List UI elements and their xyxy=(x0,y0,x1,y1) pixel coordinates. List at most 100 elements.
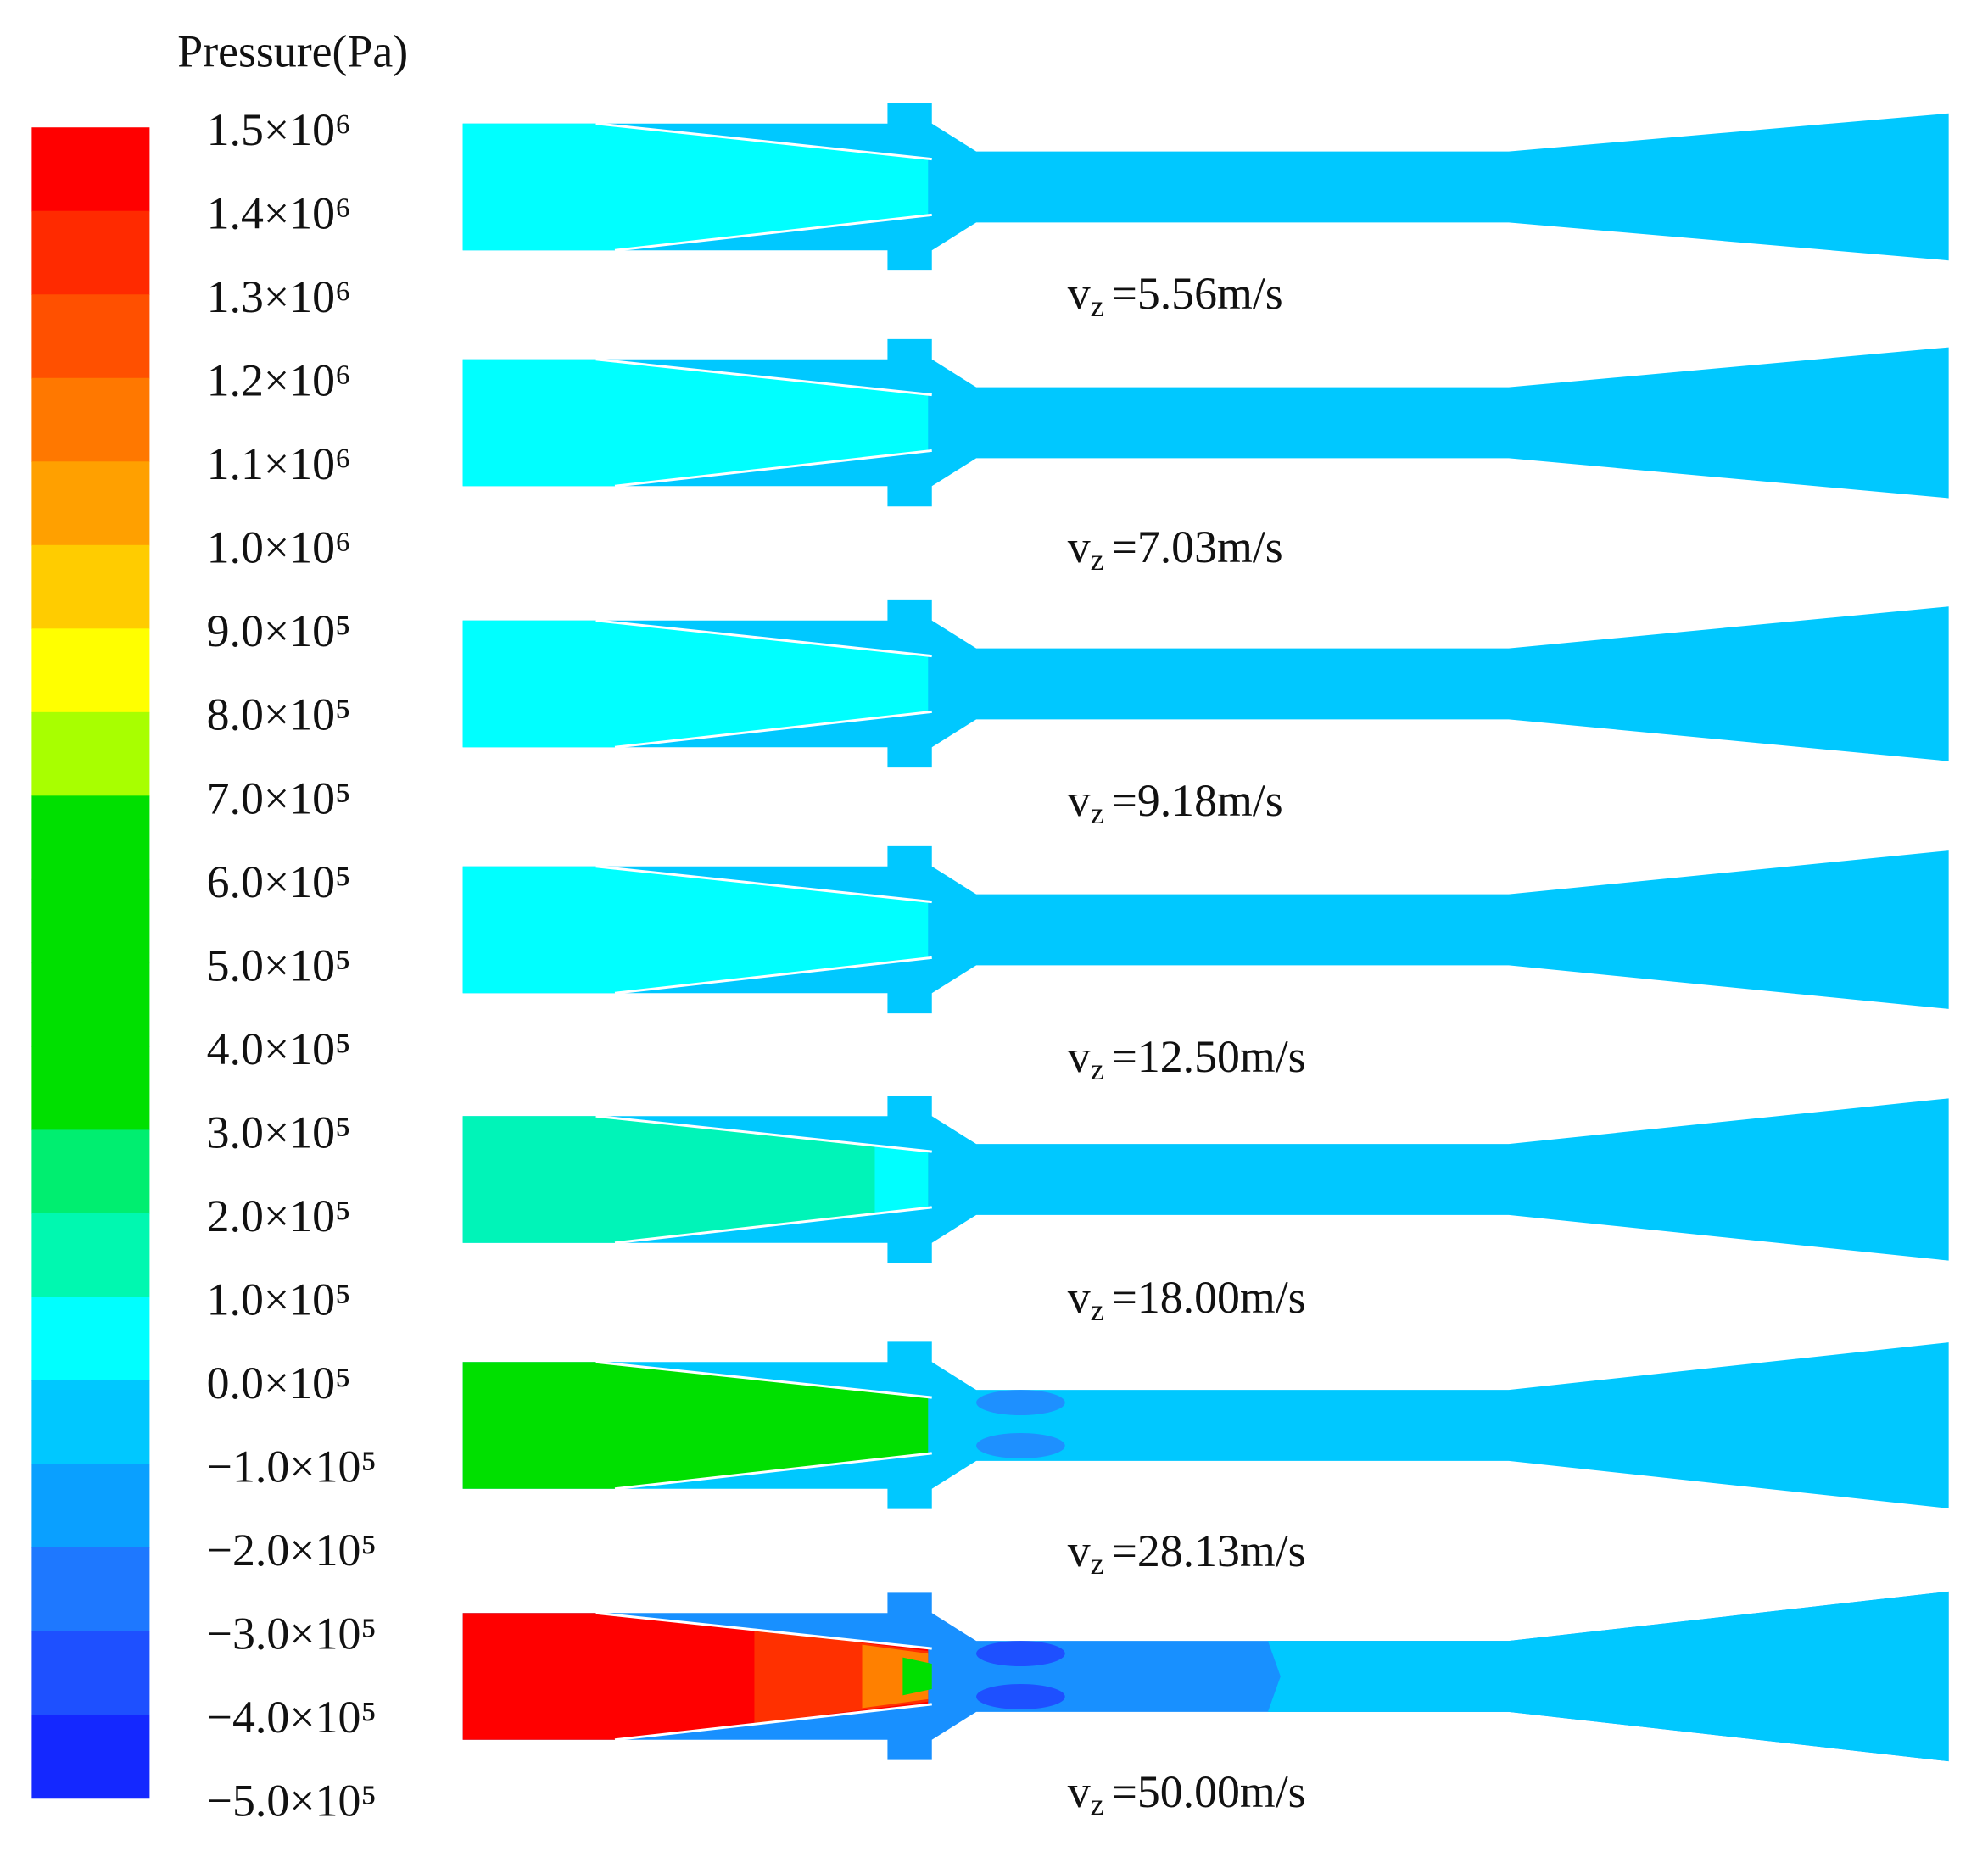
colorbar-label: 1.0×10⁶ xyxy=(207,522,351,573)
colorbar-band xyxy=(31,1380,150,1465)
velocity-label: vz =18.00m/s xyxy=(1068,1272,1306,1327)
nozzle xyxy=(462,103,1949,271)
wall-edge xyxy=(614,956,932,995)
colorbar-band xyxy=(31,294,150,379)
colorbar-band xyxy=(31,711,150,797)
colorbar-band xyxy=(31,1464,150,1548)
nozzle xyxy=(462,338,1949,507)
velocity-subscript: z xyxy=(1091,1547,1104,1581)
velocity-label: vz =28.13m/s xyxy=(1068,1525,1306,1581)
velocity-subscript: z xyxy=(1091,796,1104,830)
velocity-subscript: z xyxy=(1091,1293,1104,1327)
colorbar-title: Pressure(Pa) xyxy=(177,25,408,76)
velocity-value: =5.56m/s xyxy=(1112,268,1283,319)
wall-edge xyxy=(595,1611,932,1650)
wall-edge xyxy=(595,619,932,658)
colorbar-band xyxy=(31,1714,150,1799)
velocity-subscript: z xyxy=(1091,543,1104,577)
low-pressure-zone xyxy=(976,1432,1065,1458)
velocity-value: =18.00m/s xyxy=(1112,1272,1306,1323)
velocity-value: =50.00m/s xyxy=(1112,1766,1306,1817)
colorbar-label: 1.5×10⁶ xyxy=(207,104,351,155)
velocity-value: =7.03m/s xyxy=(1112,521,1283,572)
nozzle-body xyxy=(462,103,1949,271)
nozzle-body xyxy=(462,1096,1949,1263)
wall-edge xyxy=(595,358,932,397)
wall-edge xyxy=(595,122,932,161)
colorbar-label: 1.4×10⁶ xyxy=(207,188,351,239)
wall-edge xyxy=(614,1206,932,1245)
colorbar-band xyxy=(31,795,150,880)
colorbar-label: 1.1×10⁶ xyxy=(207,438,351,489)
velocity-label: vz =9.18m/s xyxy=(1068,775,1283,830)
wall-edge xyxy=(614,449,932,488)
nozzle xyxy=(462,1591,1949,1762)
wall-edge xyxy=(614,1452,932,1491)
low-pressure-zone xyxy=(976,1683,1065,1709)
colorbar-label: −4.0×10⁵ xyxy=(207,1692,377,1743)
colorbar-band xyxy=(31,544,150,630)
velocity-value: =9.18m/s xyxy=(1112,775,1283,826)
wall-edge xyxy=(614,710,932,749)
colorbar-label: 6.0×10⁵ xyxy=(207,856,351,907)
inlet-region xyxy=(462,123,929,251)
colorbar-label: −2.0×10⁵ xyxy=(207,1525,377,1575)
colorbar-label: −3.0×10⁵ xyxy=(207,1608,377,1659)
colorbar-label: 4.0×10⁵ xyxy=(207,1023,351,1074)
colorbar-band xyxy=(31,878,150,964)
low-pressure-zone xyxy=(976,1390,1065,1416)
inlet-tip xyxy=(902,1657,932,1696)
velocity-label: vz =50.00m/s xyxy=(1068,1766,1306,1821)
colorbar-label: 0.0×10⁵ xyxy=(207,1358,351,1408)
colorbar-band xyxy=(31,628,150,713)
inlet-region xyxy=(462,359,929,487)
velocity-subscript: z xyxy=(1091,289,1104,323)
nozzle xyxy=(462,599,1949,768)
wall-edge xyxy=(614,213,932,252)
colorbar-label: 8.0×10⁵ xyxy=(207,689,351,740)
velocity-symbol: v xyxy=(1068,1525,1091,1576)
colorbar-label: 3.0×10⁵ xyxy=(207,1107,351,1157)
nozzle-body xyxy=(462,845,1949,1014)
colorbar-band xyxy=(31,461,150,546)
colorbar-label: 1.2×10⁶ xyxy=(207,355,351,406)
velocity-symbol: v xyxy=(1068,1272,1091,1323)
low-pressure-zone xyxy=(976,1641,1065,1667)
colorbar-band xyxy=(31,210,150,295)
inlet-region xyxy=(462,1116,929,1243)
colorbar-label: 1.3×10⁶ xyxy=(207,271,351,322)
colorbar-label: −5.0×10⁵ xyxy=(207,1775,377,1826)
colorbar-band xyxy=(31,1129,150,1214)
velocity-value: =28.13m/s xyxy=(1112,1525,1306,1576)
inlet-region xyxy=(462,866,929,994)
velocity-symbol: v xyxy=(1068,1031,1091,1082)
inlet-region xyxy=(462,1362,929,1489)
wall-edge xyxy=(595,1360,932,1399)
colorbar-band xyxy=(31,377,150,463)
velocity-label: vz =7.03m/s xyxy=(1068,521,1283,577)
colorbar-label: 9.0×10⁵ xyxy=(207,605,351,656)
colorbar-label: −1.0×10⁵ xyxy=(207,1441,377,1492)
nozzle xyxy=(462,845,1949,1014)
colorbar-band xyxy=(31,127,150,212)
nozzle-body xyxy=(462,599,1949,768)
wall-edge xyxy=(595,865,932,904)
colorbar-label: 5.0×10⁵ xyxy=(207,940,351,990)
velocity-symbol: v xyxy=(1068,1766,1091,1817)
inlet-region xyxy=(462,620,929,748)
colorbar-label: 2.0×10⁵ xyxy=(207,1191,351,1241)
diffuser-region xyxy=(1267,1591,1949,1762)
nozzle-body xyxy=(462,1341,1949,1509)
colorbar-band xyxy=(31,1213,150,1298)
velocity-symbol: v xyxy=(1068,268,1091,319)
velocity-symbol: v xyxy=(1068,775,1091,826)
colorbar-band xyxy=(31,1297,150,1381)
velocity-subscript: z xyxy=(1091,1787,1104,1821)
colorbar-band xyxy=(31,1046,150,1131)
velocity-subscript: z xyxy=(1091,1052,1104,1086)
inlet-tip xyxy=(874,1145,929,1214)
colorbar-label: 7.0×10⁵ xyxy=(207,772,351,823)
colorbar-band xyxy=(31,1631,150,1715)
wall-edge xyxy=(614,1703,932,1742)
